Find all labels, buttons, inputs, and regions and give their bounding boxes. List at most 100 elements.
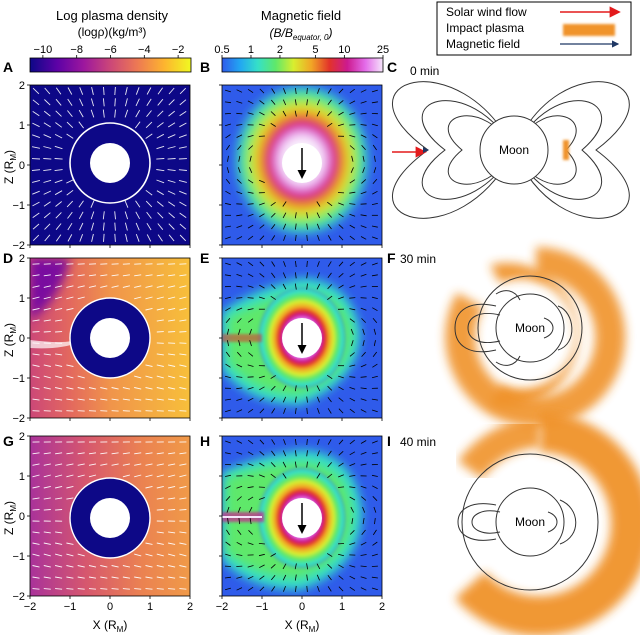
vector-arrow (179, 307, 187, 311)
vector-arrow (156, 122, 164, 128)
vector-arrow (360, 214, 367, 217)
vector-arrow (248, 506, 253, 513)
vector-arrow (259, 224, 265, 229)
vector-arrow (179, 542, 187, 545)
vector-arrow (306, 87, 308, 95)
vector-arrow (167, 179, 176, 183)
vector-arrow (371, 225, 378, 228)
vector-arrow (306, 283, 308, 290)
vector-arrow (167, 190, 176, 195)
vector-arrow (100, 387, 108, 390)
vector-arrow (43, 169, 52, 172)
vector-arrow (237, 529, 242, 536)
vector-arrow (338, 375, 344, 379)
vector-arrow (156, 588, 164, 590)
vector-arrow (338, 386, 344, 391)
vector-arrow (168, 542, 176, 545)
vector-arrow (270, 99, 276, 105)
vector-arrow (224, 274, 232, 277)
vector-arrow (32, 509, 40, 511)
vector-arrow (168, 212, 175, 219)
vector-arrow (114, 211, 116, 220)
field-colorbar-tick-label: 2 (277, 44, 283, 56)
vector-arrow (371, 89, 378, 93)
vector-arrow (66, 588, 74, 590)
vector-arrow (32, 588, 40, 590)
vector-arrow (179, 319, 187, 322)
vector-arrow (236, 179, 242, 184)
vector-arrow (371, 274, 378, 277)
vector-arrow (249, 518, 252, 525)
vector-arrow (156, 190, 164, 196)
vector-arrow (78, 200, 84, 208)
vector-arrow (156, 353, 164, 356)
vector-arrow (55, 319, 63, 322)
vector-arrow (327, 408, 332, 414)
vector-arrow (327, 235, 332, 241)
field-colorbar-tick-label: 25 (377, 44, 389, 56)
vector-arrow (270, 122, 276, 127)
vector-arrow (77, 375, 85, 379)
vector-arrow (168, 452, 176, 455)
vector-arrow (145, 121, 153, 129)
vector-arrow (32, 212, 40, 218)
panel-letter-a: A (3, 59, 13, 75)
vector-arrow (135, 233, 140, 242)
vector-arrow (247, 261, 254, 267)
vector-arrow (270, 575, 276, 581)
vector-arrow (258, 179, 265, 183)
schematic-c-impact-plasma (563, 140, 569, 160)
vector-arrow (371, 296, 378, 299)
vector-arrow (361, 529, 366, 536)
vector-arrow (54, 285, 63, 288)
vector-arrow (122, 474, 131, 478)
vector-arrow (179, 565, 187, 568)
vector-arrow (316, 473, 321, 479)
vector-arrow (236, 236, 243, 240)
vector-arrow (102, 98, 105, 107)
vector-arrow (371, 123, 378, 127)
vector-arrow (249, 328, 252, 335)
vector-arrow (179, 474, 187, 478)
vector-arrow (351, 155, 354, 162)
vector-arrow (258, 553, 265, 557)
vector-arrow (294, 563, 297, 570)
vector-arrow (103, 233, 105, 242)
x-tick-label: −1 (64, 601, 77, 613)
vector-arrow (225, 190, 231, 195)
vector-arrow (134, 375, 142, 379)
vector-arrow (225, 317, 231, 324)
field-colorbar-tick-label: 5 (312, 44, 318, 56)
vector-arrow (88, 576, 97, 579)
vector-arrow (179, 122, 187, 128)
vector-arrow (247, 575, 254, 580)
vector-arrow (372, 485, 378, 489)
vector-arrow (179, 588, 187, 590)
vector-arrow (146, 211, 152, 219)
y-tick-label: 2 (19, 80, 25, 92)
vector-arrow (157, 234, 163, 242)
vector-arrow (360, 376, 367, 378)
vector-arrow (178, 134, 187, 139)
vector-arrow (167, 485, 176, 489)
density-colorbar-title: Log plasma density (56, 8, 169, 23)
vector-arrow (360, 541, 367, 546)
vector-arrow (134, 576, 142, 579)
vector-arrow (316, 450, 320, 457)
vector-arrow (156, 497, 164, 500)
vector-arrow (167, 307, 176, 311)
vector-arrow (338, 462, 344, 467)
vector-arrow (122, 565, 131, 568)
vector-arrow (247, 586, 254, 591)
vector-arrow (225, 202, 231, 206)
vector-arrow (32, 99, 40, 106)
schematic-f: Moon (445, 247, 626, 427)
vector-arrow (168, 99, 175, 106)
vector-arrow (316, 212, 321, 219)
vector-arrow (224, 89, 232, 93)
vector-arrow (327, 462, 332, 468)
vector-arrow (317, 407, 320, 414)
x-tick-label: −2 (216, 601, 229, 613)
vector-arrow (66, 285, 74, 288)
vector-arrow (317, 261, 320, 267)
